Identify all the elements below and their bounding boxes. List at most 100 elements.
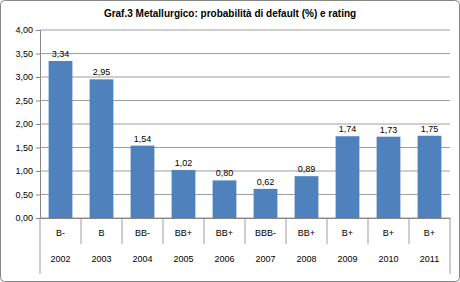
y-tick-label: 3,00: [15, 72, 33, 82]
y-tick-label: 1,00: [15, 166, 33, 176]
rating-label: BB+: [216, 228, 233, 238]
x-tick-label: 2006: [214, 254, 234, 264]
bar: [172, 170, 196, 218]
y-tick: 2,50: [15, 96, 40, 106]
x-tick: 2008: [296, 218, 316, 264]
rating-label: B+: [342, 228, 353, 238]
y-tick-label: 1,50: [15, 143, 33, 153]
x-tick: 2004: [132, 218, 152, 264]
x-axis-line: [41, 218, 451, 219]
x-tick-label: 2003: [91, 254, 111, 264]
y-tick-mark: [36, 195, 40, 196]
plot: 0,00 0,50 1,00 1,50 2,00 2,50 3,00 3,50 4,00 3,34…: [15, 25, 450, 274]
x-tick: 2010: [378, 218, 398, 264]
x-tick-label: 2002: [50, 254, 70, 264]
x-separators: [40, 218, 450, 274]
y-tick-label: 2,00: [15, 119, 33, 129]
x-tick: 2007: [255, 218, 275, 264]
x-separator: [450, 218, 451, 274]
y-tick-label: 2,50: [15, 96, 33, 106]
rating-label: BB+: [175, 228, 192, 238]
x-separator: [286, 218, 287, 244]
y-tick: 4,00: [15, 25, 40, 35]
y-tick-mark: [36, 124, 40, 125]
x-tick: 2005: [173, 218, 193, 264]
y-tick: 2,00: [15, 119, 40, 129]
data-label: 0,62: [257, 177, 275, 187]
y-tick-mark: [36, 101, 40, 102]
x-axis: 2002 2003 2004 2005 2006 2007 2008 2009 2010 2011…: [40, 218, 451, 274]
x-separator: [163, 218, 164, 244]
x-tick: 2011: [420, 218, 439, 264]
y-tick-mark: [36, 30, 40, 31]
data-label: 0,80: [216, 168, 234, 178]
x-separator: [409, 218, 410, 244]
x-tick: 2006: [214, 218, 234, 264]
data-label: 2,95: [93, 67, 111, 77]
data-label: 0,89: [298, 164, 316, 174]
grid-line: [40, 30, 450, 31]
bar: [377, 137, 401, 218]
y-tick: 3,50: [15, 49, 40, 59]
bar: [49, 61, 73, 218]
y-axis-line: [36, 31, 41, 219]
y-tick-label: 4,00: [15, 25, 33, 35]
x-tick-label: 2007: [255, 254, 275, 264]
data-labels: 3,34 2,95 1,54 1,02 0,80 0,62 0,89 1,74 1,73 1,75: [52, 49, 439, 187]
chart-border: [1, 1, 460, 282]
x-separator: [245, 218, 246, 244]
x-tick: 2009: [337, 218, 357, 264]
x-tick-label: 2008: [296, 254, 316, 264]
y-tick-mark: [36, 77, 40, 78]
bar: [295, 176, 319, 218]
rating-labels: B-BBB-BB+BB+BBB-BB+B+B+B+: [56, 228, 435, 238]
x-separator: [81, 218, 82, 244]
data-label: 1,74: [339, 124, 357, 134]
grid-line: [40, 53, 450, 54]
y-tick: 1,50: [15, 143, 40, 153]
x-tick-label: 2011: [420, 254, 439, 264]
data-label: 1,73: [380, 125, 398, 135]
rating-label: BBB-: [255, 228, 276, 238]
x-tick-label: 2005: [173, 254, 193, 264]
y-tick: 0,00: [15, 213, 40, 223]
y-tick-mark: [36, 171, 40, 172]
rating-label: B: [98, 228, 104, 238]
data-label: 3,34: [52, 49, 70, 59]
bar: [418, 136, 442, 218]
x-tick: 2002: [50, 218, 70, 264]
x-separator: [327, 218, 328, 244]
x-tick: 2003: [91, 218, 111, 264]
rating-label: B+: [383, 228, 394, 238]
data-label: 1,54: [134, 134, 152, 144]
y-tick-label: 0,50: [15, 190, 33, 200]
data-label: 1,02: [175, 158, 193, 168]
y-tick: 0,50: [15, 190, 40, 200]
x-separator: [368, 218, 369, 244]
data-label: 1,75: [421, 124, 439, 134]
title: Graf.3 Metallurgico: probabilità di defa…: [104, 8, 356, 19]
x-tick-label: 2009: [337, 254, 357, 264]
grid: [40, 30, 450, 218]
y-tick-label: 0,00: [15, 213, 33, 223]
rating-label: B-: [56, 228, 65, 238]
bar: [90, 79, 114, 218]
bar: [213, 180, 237, 218]
x-tick-label: 2004: [132, 254, 152, 264]
x-tick-label: 2010: [378, 254, 398, 264]
bar: [131, 146, 155, 218]
x-separator: [204, 218, 205, 244]
chart: Graf.3 Metallurgico: probabilità di defa…: [0, 0, 460, 282]
y-tick-label: 3,50: [15, 49, 33, 59]
y-tick: 3,00: [15, 72, 40, 82]
bar: [254, 189, 278, 218]
rating-label: B+: [424, 228, 435, 238]
rating-label: BB+: [298, 228, 315, 238]
y-axis: 0,00 0,50 1,00 1,50 2,00 2,50 3,00 3,50 4,00: [15, 25, 40, 223]
bars: [49, 61, 442, 218]
x-separator: [122, 218, 123, 244]
y-tick-mark: [36, 148, 40, 149]
x-separator: [40, 218, 41, 274]
bar: [336, 136, 360, 218]
y-tick: 1,00: [15, 166, 40, 176]
